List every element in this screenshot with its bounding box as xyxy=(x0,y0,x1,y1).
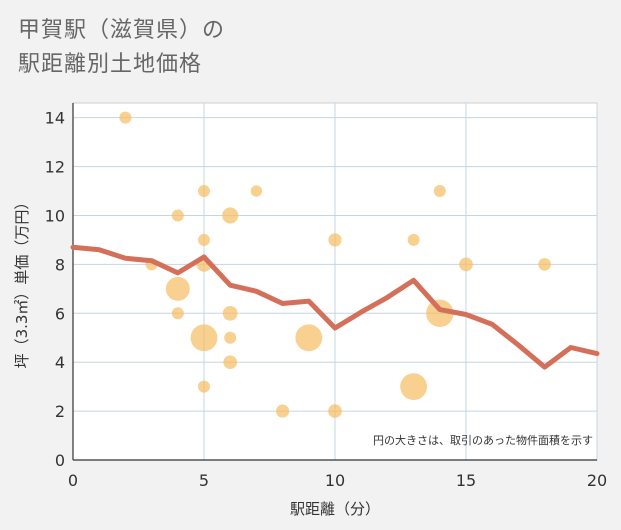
y-tick-label: 14 xyxy=(45,109,65,128)
bubble-size-note: 円の大きさは、取引のあった物件面積を示す xyxy=(373,433,593,447)
bubble-point xyxy=(400,373,428,401)
bubble-point xyxy=(165,276,190,301)
x-tick-label: 0 xyxy=(68,471,78,490)
bubble-point xyxy=(198,233,210,246)
bubble-point xyxy=(328,404,342,418)
bubble-point xyxy=(222,305,238,321)
bubble-point xyxy=(198,185,210,198)
bubble-point xyxy=(276,404,290,418)
y-tick-label: 12 xyxy=(45,158,65,177)
chart-title: 甲賀駅（滋賀県）の 駅距離別土地価格 xyxy=(18,14,225,82)
bubble-point xyxy=(222,207,239,224)
bubble-point xyxy=(223,355,238,370)
bubble-point xyxy=(407,233,420,246)
bubble-point xyxy=(538,258,551,271)
chart-title-line2: 駅距離別土地価格 xyxy=(18,52,203,77)
y-tick-label: 10 xyxy=(45,206,65,225)
trend-line xyxy=(70,244,600,370)
bubble-point xyxy=(171,209,184,222)
bubble-point xyxy=(198,380,210,393)
bubble-point xyxy=(459,257,473,272)
bubble-point xyxy=(328,233,342,247)
x-tick-label: 5 xyxy=(199,471,209,490)
bubble-point xyxy=(250,185,263,197)
bubble-point xyxy=(190,324,218,352)
bubble-point xyxy=(171,307,184,320)
x-tick-label: 10 xyxy=(325,471,345,490)
x-axis-ticks: 0 5 10 15 20 xyxy=(68,471,607,490)
x-tick-label: 15 xyxy=(456,471,476,490)
bubble-point xyxy=(426,299,454,327)
y-tick-label: 6 xyxy=(55,304,65,323)
y-axis-ticks: 0 2 4 6 8 10 12 14 xyxy=(45,109,65,470)
y-tick-label: 8 xyxy=(55,255,65,274)
bubble-point xyxy=(295,324,323,352)
bubble-series xyxy=(119,111,551,418)
x-tick-label: 20 xyxy=(587,471,607,490)
y-axis-label: 坪（3.3㎡）単価（万円） xyxy=(13,195,31,369)
y-tick-label: 4 xyxy=(55,353,65,372)
y-tick-label: 0 xyxy=(55,451,65,470)
bubble-point xyxy=(119,111,132,124)
bubble-point xyxy=(224,331,237,344)
y-tick-label: 2 xyxy=(55,402,65,421)
chart-title-line1: 甲賀駅（滋賀県）の xyxy=(18,18,226,43)
x-axis-label: 駅距離（分） xyxy=(290,500,380,518)
bubble-point xyxy=(433,185,446,198)
